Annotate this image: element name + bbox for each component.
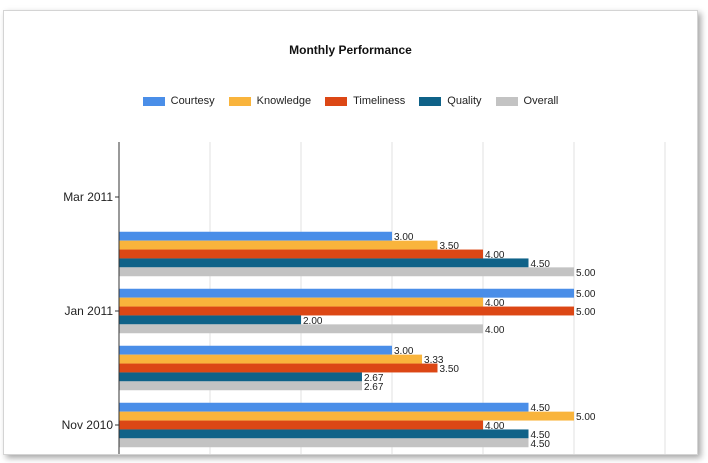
bar-feb-2011-quality — [119, 258, 529, 268]
data-label: 4.00 — [485, 298, 505, 309]
data-label: 5.00 — [576, 289, 596, 300]
data-label: 4.50 — [531, 403, 551, 414]
data-label: 4.00 — [485, 421, 505, 432]
data-label: 3.33 — [424, 355, 444, 366]
bar-jan-2011-timeliness — [119, 306, 574, 316]
data-label: 3.50 — [440, 241, 460, 252]
legend-swatch-timeliness — [325, 96, 348, 106]
data-label: 4.50 — [531, 259, 551, 270]
legend: Courtesy Knowledge Timeliness Quality Ov… — [4, 95, 697, 107]
data-label: 5.00 — [576, 307, 596, 318]
y-tick-label: Nov 2010 — [62, 418, 114, 432]
data-label: 4.00 — [485, 250, 505, 261]
bar-dec-2010-knowledge — [119, 354, 423, 364]
legend-swatch-overall — [495, 96, 518, 106]
chart-title: Monthly Performance — [289, 43, 412, 57]
bar-feb-2011-timeliness — [119, 249, 483, 259]
data-label: 5.00 — [576, 268, 596, 279]
bar-jan-2011-quality — [119, 315, 301, 325]
data-labels: 3.00 3.50 4.00 4.50 5.00 5.00 4.00 5.00 2.00 4.00… — [303, 232, 596, 450]
bar-dec-2010-overall — [119, 381, 362, 391]
plot-area: 3.00 3.50 4.00 4.50 5.00 5.00 4.00 5.00 2.00 4.00… — [62, 142, 666, 454]
legend-swatch-courtesy — [142, 96, 165, 106]
bar-nov-2010-timeliness — [119, 420, 483, 430]
bar-dec-2010-quality — [119, 372, 362, 382]
bar-dec-2010-timeliness — [119, 363, 438, 373]
y-axis: Mar 2011 Jan 2011 Nov 2010 — [62, 142, 120, 454]
data-label: 2.67 — [364, 382, 384, 393]
legend-swatch-quality — [419, 96, 442, 106]
legend-item-knowledge: Knowledge — [228, 95, 312, 107]
y-tick-label: Jan 2011 — [65, 304, 114, 318]
legend-label-overall: Overall — [523, 95, 559, 107]
data-label: 3.00 — [394, 346, 414, 357]
bar-nov-2010-overall — [119, 438, 529, 448]
data-label: 4.50 — [531, 439, 551, 450]
data-label: 3.00 — [394, 232, 414, 243]
bar-feb-2011-courtesy — [119, 231, 392, 241]
legend-item-overall: Overall — [495, 95, 559, 107]
legend-label-courtesy: Courtesy — [170, 95, 215, 107]
data-label: 5.00 — [576, 412, 596, 423]
data-label: 4.00 — [485, 325, 505, 336]
chart-frame: Monthly Performance Courtesy Knowledge T… — [3, 10, 698, 455]
bar-feb-2011-overall — [119, 267, 574, 277]
legend-item-quality: Quality — [419, 95, 482, 107]
bar-feb-2011-knowledge — [119, 240, 438, 250]
bar-nov-2010-quality — [119, 429, 529, 439]
legend-label-quality: Quality — [447, 95, 482, 107]
bar-dec-2010-courtesy — [119, 345, 392, 355]
bar-jan-2011-courtesy — [119, 288, 574, 298]
data-label: 2.00 — [303, 316, 323, 327]
bar-jan-2011-knowledge — [119, 297, 483, 307]
y-tick-label: Mar 2011 — [63, 190, 113, 204]
legend-label-timeliness: Timeliness — [353, 95, 406, 107]
legend-swatch-knowledge — [228, 96, 251, 106]
bar-nov-2010-courtesy — [119, 402, 529, 412]
data-label: 3.50 — [440, 364, 460, 375]
data-label: 2.67 — [364, 373, 384, 384]
bar-jan-2011-overall — [119, 324, 483, 334]
bar-nov-2010-knowledge — [119, 411, 574, 421]
data-label: 4.50 — [531, 430, 551, 441]
legend-label-knowledge: Knowledge — [256, 95, 312, 107]
legend-item-timeliness: Timeliness — [325, 95, 405, 107]
bars — [119, 231, 574, 448]
legend-item-courtesy: Courtesy — [142, 95, 215, 107]
